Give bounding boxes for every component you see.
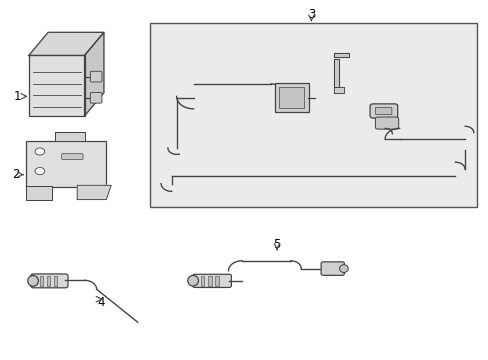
Text: 4: 4 [98,296,105,309]
FancyBboxPatch shape [279,87,303,108]
Bar [54,276,57,286]
Ellipse shape [187,275,198,286]
Ellipse shape [339,265,347,273]
FancyBboxPatch shape [90,71,102,82]
FancyBboxPatch shape [375,107,391,114]
Bar [201,276,204,286]
FancyBboxPatch shape [375,117,398,129]
Bar [40,276,43,286]
FancyBboxPatch shape [90,93,102,103]
FancyBboxPatch shape [321,262,344,275]
Bar [208,276,211,286]
Polygon shape [77,185,111,199]
Polygon shape [84,32,103,116]
Text: 5: 5 [273,238,280,251]
Text: 2: 2 [12,168,20,181]
Bar [29,55,84,116]
Bar [150,23,476,207]
FancyBboxPatch shape [61,154,83,159]
Ellipse shape [28,275,39,286]
Polygon shape [55,132,84,141]
Polygon shape [29,32,103,55]
Text: 3: 3 [307,8,314,21]
Polygon shape [333,87,343,93]
Polygon shape [333,53,348,57]
Text: 1: 1 [14,90,21,103]
Bar [47,276,50,286]
Polygon shape [333,59,338,87]
FancyBboxPatch shape [369,104,397,118]
Bar [215,276,218,286]
FancyBboxPatch shape [192,274,231,288]
FancyBboxPatch shape [26,141,106,187]
FancyBboxPatch shape [26,186,51,199]
Circle shape [35,167,45,175]
FancyBboxPatch shape [31,274,68,288]
FancyBboxPatch shape [274,83,308,112]
Circle shape [35,148,45,155]
